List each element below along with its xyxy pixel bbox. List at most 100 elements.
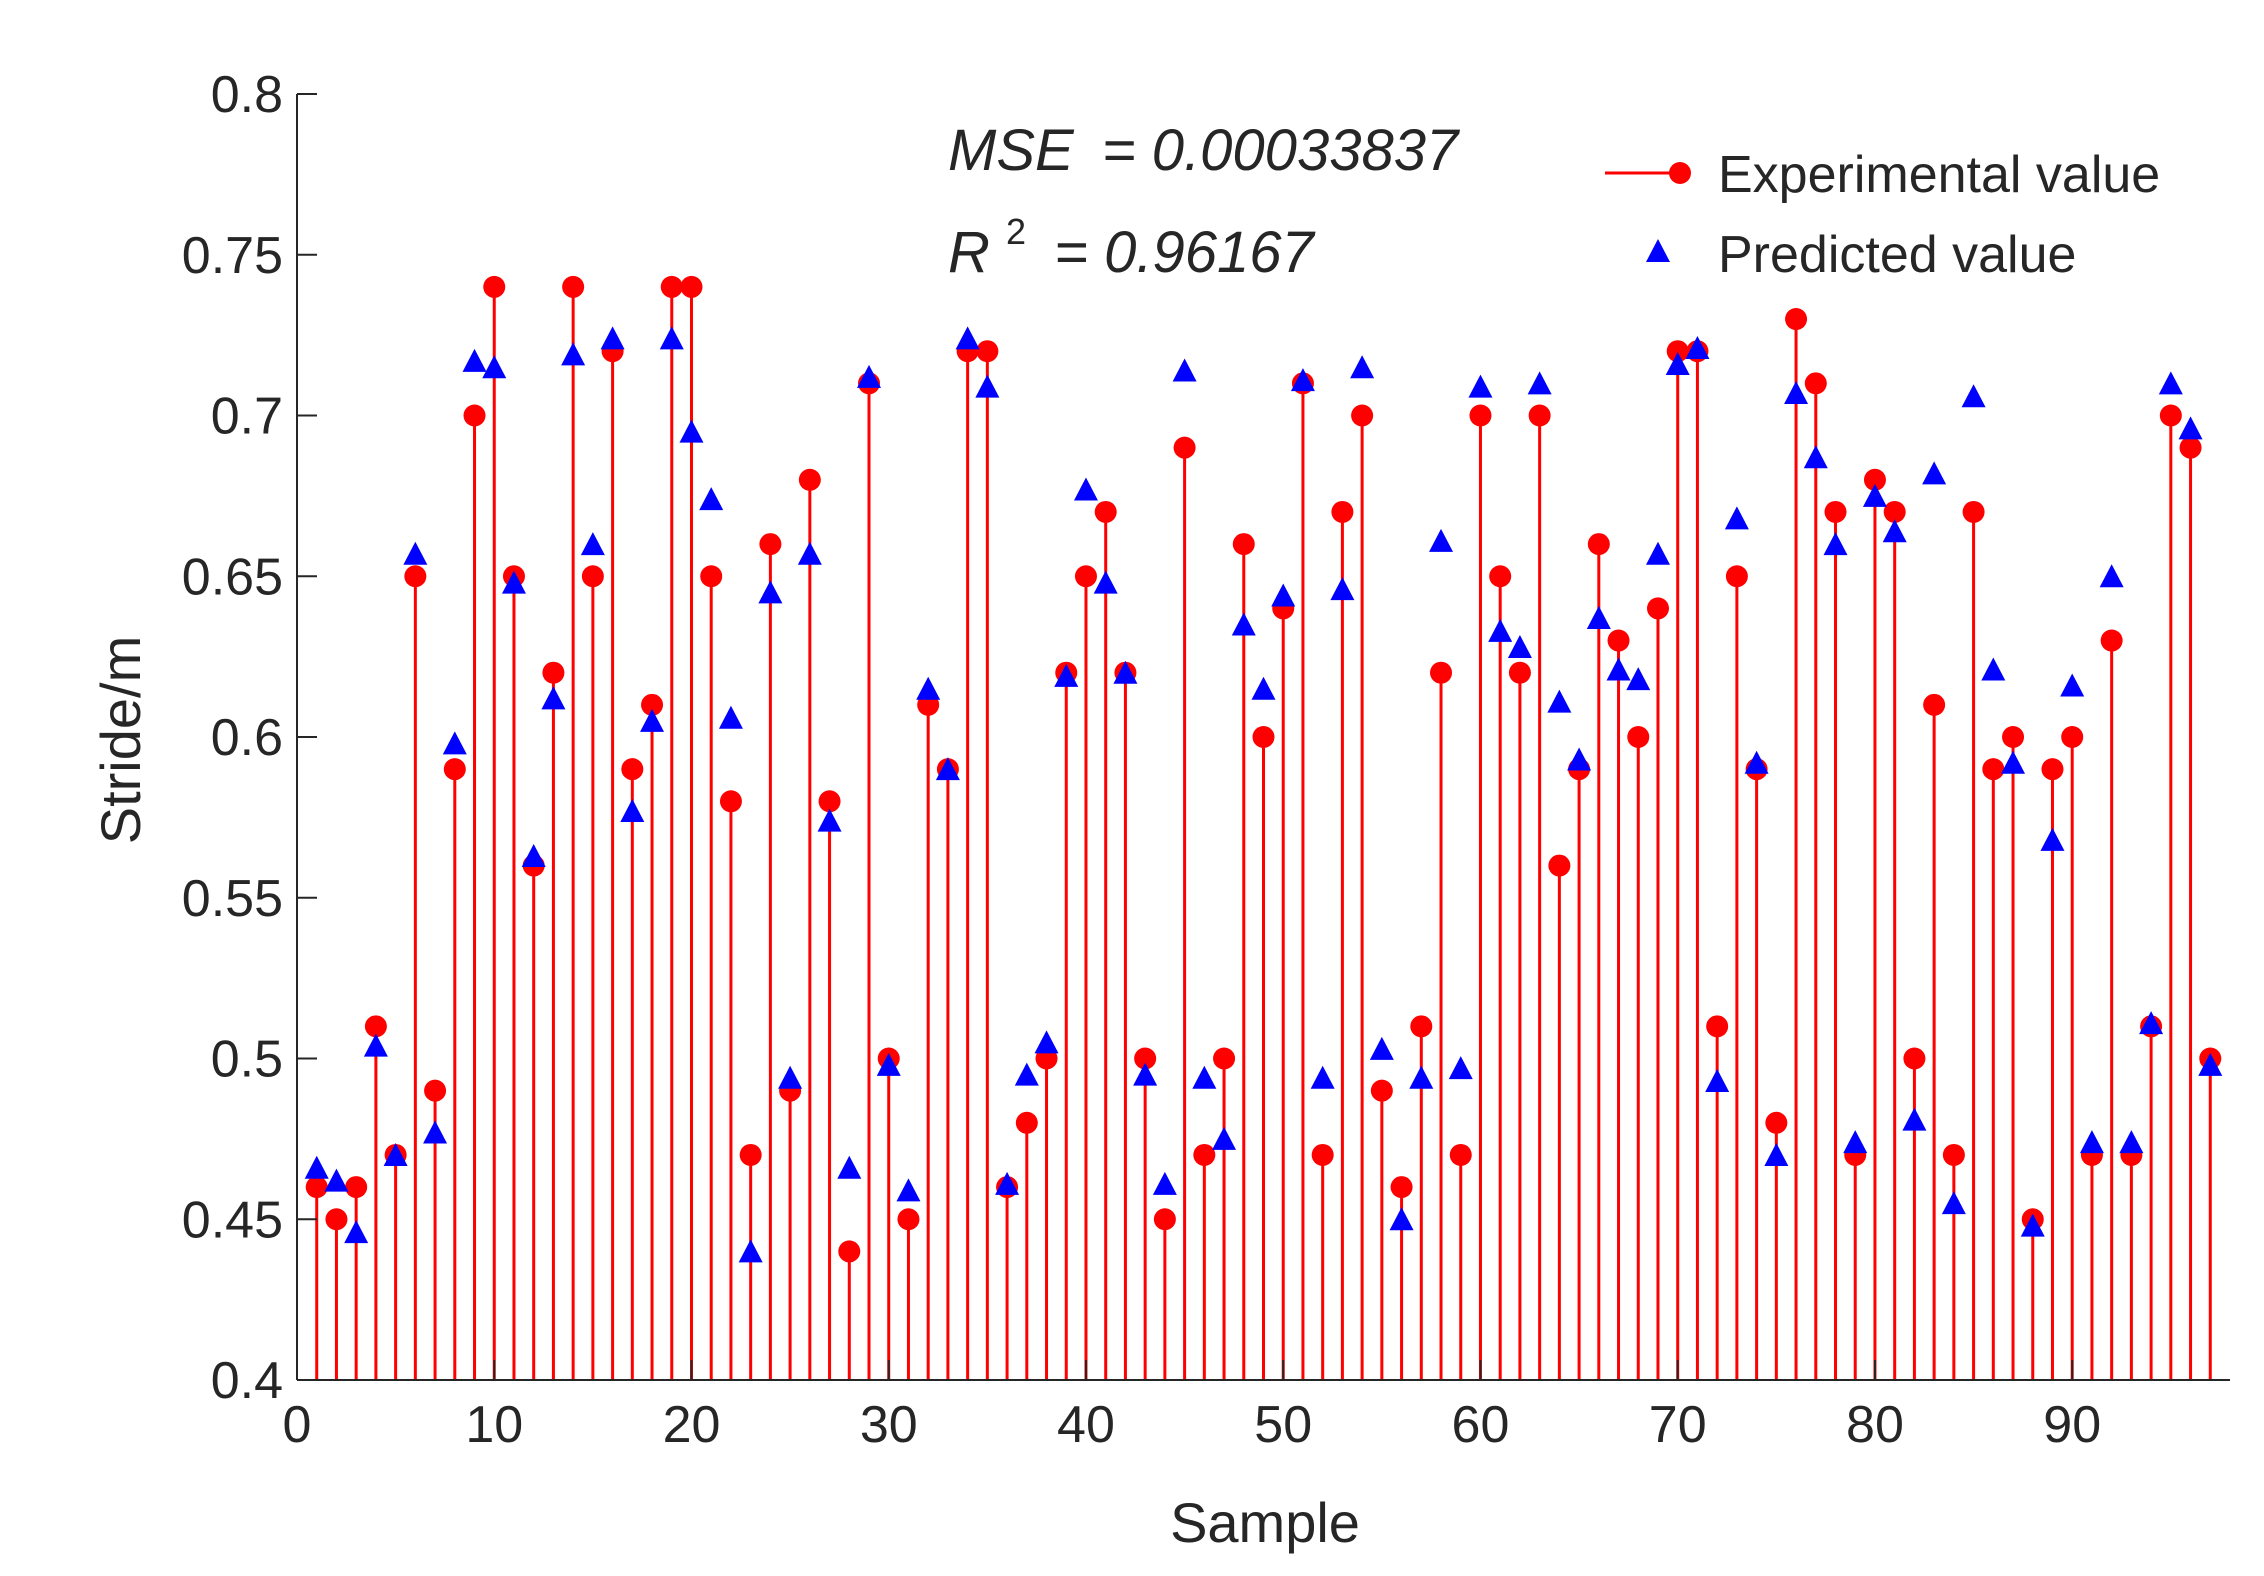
experimental-point (1193, 1143, 1216, 1166)
legend-experimental-label: Experimental value (1718, 146, 2160, 204)
predicted-point (324, 1168, 349, 1192)
predicted-point (541, 686, 566, 710)
experimental-point (443, 758, 466, 781)
r2-value: = 0.96167 (1054, 220, 1316, 285)
predicted-point (1724, 506, 1749, 530)
experimental-point (838, 1240, 861, 1263)
experimental-point (1587, 533, 1610, 556)
predicted-point (1369, 1036, 1394, 1060)
predicted-point (2099, 564, 2124, 588)
experimental-point (1666, 340, 1689, 363)
experimental-point (1252, 726, 1275, 748)
predicted-point (1961, 384, 1986, 408)
x-tick-label: 70 (1649, 1396, 1707, 1454)
mse-label: MSE (948, 118, 1075, 183)
experimental-point (1942, 1143, 1965, 1166)
predicted-point (1113, 660, 1138, 684)
x-tick-label: 60 (1452, 1396, 1510, 1454)
x-axis-label: Sample (1170, 1491, 1360, 1554)
predicted-point (423, 1120, 448, 1144)
experimental-point (345, 1176, 368, 1199)
predicted-point (1567, 747, 1592, 771)
x-axis-ticks: 0 10 20 30 40 50 60 70 80 90 (283, 1360, 2101, 1454)
predicted-point (1882, 519, 1907, 543)
predicted-point (1468, 374, 1493, 398)
predicted-point (1014, 1062, 1039, 1086)
experimental-point (1074, 565, 1097, 588)
legend-predicted-marker (1646, 239, 1670, 262)
experimental-point (1765, 1111, 1788, 1134)
experimental-point (1430, 661, 1453, 684)
predicted-point (561, 342, 586, 366)
experimental-point (364, 1015, 387, 1038)
predicted-point (1685, 335, 1710, 359)
predicted-point (344, 1220, 369, 1244)
predicted-point (1133, 1062, 1158, 1086)
experimental-point (1725, 565, 1748, 588)
predicted-point (1547, 689, 1572, 713)
experimental-point (818, 790, 841, 813)
experimental-point (1982, 758, 2005, 781)
experimental-point (1331, 500, 1354, 523)
predicted-point (876, 1052, 901, 1076)
predicted-point (1606, 657, 1631, 681)
predicted-point (1271, 583, 1296, 607)
predicted-point (1744, 750, 1769, 774)
predicted-point (1448, 1056, 1473, 1080)
predicted-point (620, 798, 645, 822)
predicted-point (1290, 368, 1315, 392)
experimental-point (1508, 661, 1531, 684)
predicted-point (1645, 541, 1670, 565)
experimental-point (1469, 404, 1492, 427)
experimental-point (1528, 404, 1551, 427)
predicted-point (2060, 673, 2085, 697)
r2-exponent: 2 (1006, 211, 1026, 252)
predicted-point (1784, 380, 1809, 404)
predicted-point (2040, 827, 2065, 851)
experimental-point (719, 790, 742, 813)
experimental-point (641, 693, 664, 716)
predicted-point (1981, 657, 2006, 681)
experimental-point (404, 565, 427, 588)
predicted-point (2119, 1130, 2144, 1154)
y-tick-label: 0.4 (211, 1352, 283, 1410)
predicted-point (1843, 1130, 1868, 1154)
predicted-point (758, 580, 783, 604)
x-tick-label: 40 (1057, 1396, 1115, 1454)
predicted-point (383, 1142, 408, 1166)
experimental-point (1627, 726, 1650, 748)
predicted-point (1231, 612, 1256, 636)
predicted-point (935, 757, 960, 781)
experimental-point (325, 1208, 348, 1231)
predicted-point (1941, 1191, 1966, 1215)
predicted-point (1073, 477, 1098, 501)
experimental-point (1015, 1111, 1038, 1134)
predicted-markers (304, 326, 2223, 1263)
experimental-point (1804, 372, 1827, 395)
experimental-point (2061, 726, 2084, 748)
experimental-point (798, 468, 821, 491)
experimental-point (1232, 533, 1255, 556)
predicted-point (1429, 528, 1454, 552)
predicted-point (1705, 1069, 1730, 1093)
experimental-point (1311, 1143, 1334, 1166)
experimental-point (759, 533, 782, 556)
experimental-point (1213, 1047, 1236, 1070)
experimental-point (1489, 565, 1512, 588)
predicted-point (837, 1155, 862, 1179)
predicted-point (857, 364, 882, 388)
y-tick-label: 0.5 (211, 1031, 283, 1089)
experimental-point (1863, 468, 1886, 491)
experimental-point (1548, 854, 1571, 877)
y-tick-label: 0.7 (211, 388, 283, 446)
predicted-point (738, 1239, 763, 1263)
x-tick-label: 90 (2043, 1396, 2101, 1454)
experimental-point (1173, 436, 1196, 459)
y-axis-ticks: 0.4 0.45 0.5 0.55 0.6 0.65 0.7 0.75 0.8 (182, 66, 317, 1410)
predicted-point (778, 1065, 803, 1089)
predicted-point (1862, 483, 1887, 507)
experimental-point (463, 404, 486, 427)
experimental-point (1370, 1079, 1393, 1102)
predicted-point (2198, 1052, 2223, 1076)
